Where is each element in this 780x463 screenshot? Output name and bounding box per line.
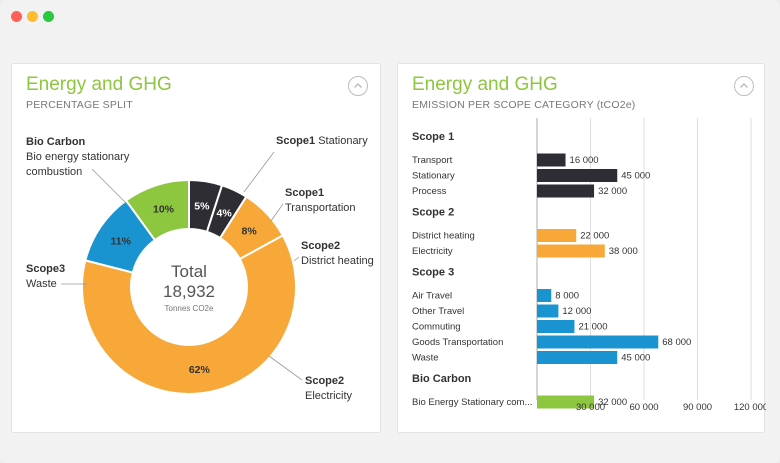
donut-center-value: 18,932 bbox=[163, 282, 215, 301]
bar-category-label: District heating bbox=[412, 231, 475, 242]
bar-value-label: 32 000 bbox=[598, 186, 627, 197]
leader-line bbox=[268, 355, 303, 381]
card-title: Energy and GHG bbox=[26, 74, 172, 95]
collapse-button[interactable] bbox=[734, 76, 754, 96]
chevron-up-icon bbox=[739, 82, 749, 89]
group-label: Scope 2 bbox=[412, 207, 454, 219]
x-tick-label: 90 000 bbox=[683, 402, 712, 413]
slice-percent-label: 10% bbox=[153, 204, 175, 216]
close-window-button[interactable] bbox=[11, 11, 22, 22]
slice-category-sublabel: Waste bbox=[26, 278, 57, 290]
x-tick-label: 30 000 bbox=[576, 402, 605, 413]
bar[interactable] bbox=[537, 395, 595, 409]
bar[interactable] bbox=[537, 229, 577, 242]
slice-percent-label: 8% bbox=[242, 226, 258, 238]
bar[interactable] bbox=[537, 153, 566, 167]
slice-category-label: Scope1 Stationary bbox=[276, 135, 368, 147]
bar[interactable] bbox=[537, 184, 595, 198]
donut-center-title: Total bbox=[171, 262, 207, 281]
bar-value-label: 22 000 bbox=[580, 231, 609, 242]
card-subtitle: EMISSION PER SCOPE CATEGORY (tCO2e) bbox=[412, 99, 636, 111]
bar[interactable] bbox=[537, 169, 618, 182]
bar[interactable] bbox=[537, 335, 659, 349]
bar-category-label: Waste bbox=[412, 353, 439, 364]
percentage-split-card: Energy and GHG PERCENTAGE SPLIT 5% 4% 8% 62… bbox=[11, 63, 381, 433]
chevron-up-icon bbox=[353, 82, 363, 89]
group-label: Bio Carbon bbox=[412, 373, 472, 385]
slice-category-label: Scope3 bbox=[26, 263, 65, 275]
bar-value-label: 8 000 bbox=[555, 291, 579, 302]
bar-value-label: 68 000 bbox=[662, 337, 691, 348]
emission-per-scope-card: Energy and GHG EMISSION PER SCOPE CATEGO… bbox=[397, 63, 766, 433]
slice-category-sublabel: Bio energy stationary bbox=[26, 151, 130, 163]
card-title: Energy and GHG bbox=[412, 74, 558, 95]
bar-category-label: Air Travel bbox=[412, 291, 452, 302]
leader-line bbox=[91, 168, 128, 205]
donut-slice[interactable] bbox=[124, 178, 190, 242]
bar-category-label: Commuting bbox=[412, 322, 461, 333]
slice-category-sublabel: Electricity bbox=[305, 390, 353, 402]
leader-line bbox=[293, 256, 300, 262]
x-tick-label: 120 000 bbox=[734, 402, 766, 413]
bar-value-label: 12 000 bbox=[562, 306, 591, 317]
bar-value-label: 32 000 bbox=[598, 397, 627, 408]
bar[interactable] bbox=[537, 304, 559, 318]
slice-category-sublabel: combustion bbox=[26, 166, 82, 178]
bar-value-label: 16 000 bbox=[570, 155, 599, 166]
bar-category-label: Electricity bbox=[412, 246, 453, 257]
bar-value-label: 21 000 bbox=[578, 322, 607, 333]
leader-line bbox=[243, 151, 275, 193]
bar-category-label: Transport bbox=[412, 155, 453, 166]
bar[interactable] bbox=[537, 289, 552, 302]
bar-category-label: Process bbox=[412, 186, 447, 197]
slice-category-label: Scope1 bbox=[285, 187, 324, 199]
bar-value-label: 45 000 bbox=[621, 171, 650, 182]
bar-category-label: Goods Transportation bbox=[412, 337, 503, 348]
bar[interactable] bbox=[537, 244, 605, 258]
bar-category-label: Other Travel bbox=[412, 306, 464, 317]
collapse-button[interactable] bbox=[348, 76, 368, 96]
bar[interactable] bbox=[537, 351, 618, 364]
donut-chart: 5% 4% 8% 62% 11% 10% Scope1 Stationary Scope1 T… bbox=[26, 135, 374, 402]
bar-value-label: 38 000 bbox=[609, 246, 638, 257]
title-bar bbox=[0, 0, 780, 34]
group-label: Scope 1 bbox=[412, 131, 454, 143]
x-tick-label: 60 000 bbox=[629, 402, 658, 413]
maximize-window-button[interactable] bbox=[43, 11, 54, 22]
leader-line bbox=[270, 203, 284, 222]
slice-category-label: Bio Carbon bbox=[26, 136, 86, 148]
bar-category-label: Stationary bbox=[412, 171, 455, 182]
minimize-window-button[interactable] bbox=[27, 11, 38, 22]
donut-center-unit: Tonnes CO2e bbox=[165, 304, 214, 313]
card-subtitle: PERCENTAGE SPLIT bbox=[26, 99, 133, 111]
bar-value-label: 45 000 bbox=[621, 353, 650, 364]
slice-category-label: Scope2 bbox=[301, 240, 340, 252]
slice-percent-label: 62% bbox=[189, 364, 211, 376]
slice-percent-label: 4% bbox=[217, 207, 233, 219]
slice-category-label: Scope2 bbox=[305, 375, 344, 387]
slice-percent-label: 11% bbox=[111, 236, 132, 248]
bar-category-label: Bio Energy Stationary com... bbox=[412, 397, 532, 408]
bar-chart: Scope 1 Transport 16 000 Stationary 45 000 Pr… bbox=[412, 118, 766, 413]
slice-category-sublabel: District heating bbox=[301, 255, 374, 267]
slice-category-sublabel: Transportation bbox=[285, 202, 356, 214]
donut-slice[interactable] bbox=[81, 234, 297, 395]
group-label: Scope 3 bbox=[412, 267, 454, 279]
slice-percent-label: 5% bbox=[194, 201, 210, 213]
bar[interactable] bbox=[537, 320, 575, 333]
